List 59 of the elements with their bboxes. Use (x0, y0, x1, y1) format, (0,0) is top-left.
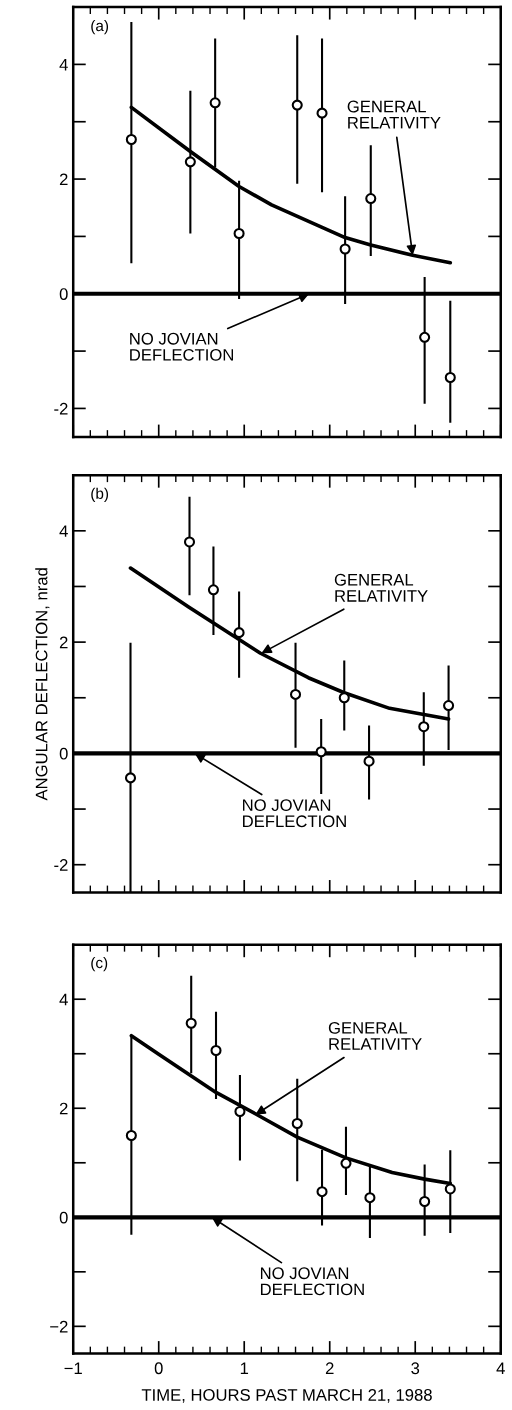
point (234, 1105, 246, 1118)
y-tick-label: -2 (54, 859, 68, 871)
x-tick-label: −1 (64, 1362, 82, 1375)
point (125, 1129, 137, 1142)
point (125, 133, 137, 146)
point (363, 755, 375, 767)
point (316, 1186, 328, 1198)
x-tick-label: 4 (496, 1362, 505, 1375)
point (291, 1117, 303, 1130)
annotation: GENERAL RELATIVITY (328, 1021, 422, 1050)
point (338, 692, 350, 704)
x-tick-label: 2 (325, 1362, 334, 1375)
y-tick-label: -2 (54, 402, 68, 415)
y-tick-label: −2 (50, 1320, 68, 1333)
point (233, 228, 245, 240)
point (444, 1183, 456, 1195)
y-tick-label: 0 (59, 747, 68, 760)
point (365, 193, 377, 205)
y-tick-label: 4 (59, 525, 68, 537)
x-tick-label: 1 (240, 1362, 249, 1375)
x-tick-label: 0 (154, 1362, 163, 1375)
point (184, 156, 196, 168)
annotation: NO JOVIAN DEFLECTION (243, 799, 346, 828)
point (124, 772, 137, 784)
point (291, 99, 303, 111)
y-axis-title: ANGULAR DEFLECTION, nrad (35, 568, 50, 801)
point (443, 700, 455, 712)
point (210, 1044, 222, 1057)
y-tick-label: 2 (59, 173, 68, 186)
point (316, 107, 328, 119)
point (418, 721, 430, 733)
point (419, 331, 431, 343)
point (419, 1195, 431, 1208)
y-tick-label: 2 (59, 636, 68, 649)
point (364, 1192, 376, 1204)
annotation: (a) (91, 19, 109, 35)
point (233, 627, 245, 639)
y-tick-label: 0 (59, 1211, 68, 1224)
point (339, 243, 351, 255)
point (183, 536, 196, 548)
annotation: (c) (91, 956, 108, 972)
annotation: GENERAL RELATIVITY (347, 100, 441, 129)
annotation: NO JOVIAN DEFLECTION (260, 1267, 364, 1296)
point (289, 688, 302, 700)
point (185, 1017, 197, 1029)
y-tick-label: 2 (59, 1102, 68, 1115)
annotation: (b) (91, 487, 109, 502)
y-tick-label: 0 (59, 288, 68, 300)
x-axis-title: TIME, HOURS PAST MARCH 21, 1988 (141, 1389, 432, 1403)
point (340, 1157, 352, 1169)
annotation: NO JOVIAN DEFLECTION (130, 332, 233, 361)
point (444, 371, 456, 384)
point (207, 584, 219, 596)
y-tick-label: 4 (59, 993, 68, 1006)
y-tick-label: 4 (59, 58, 68, 71)
x-tick-label: 3 (411, 1362, 420, 1375)
point (315, 746, 327, 758)
point (209, 97, 221, 109)
annotation: GENERAL RELATIVITY (334, 573, 428, 602)
